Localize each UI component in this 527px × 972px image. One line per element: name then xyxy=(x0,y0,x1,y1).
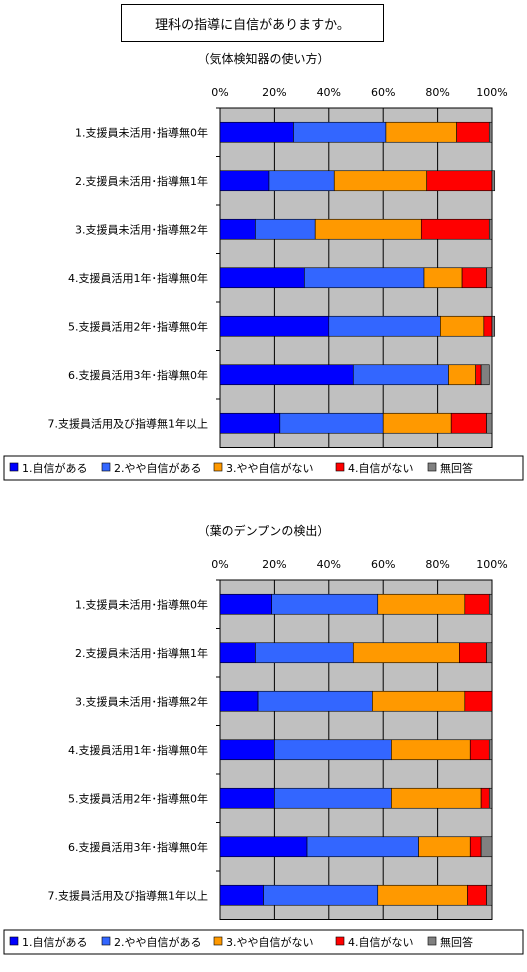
x-tick-label: 60% xyxy=(371,86,395,99)
legend-label: 3.やや自信がない xyxy=(226,935,314,949)
legend-label: 1.自信がある xyxy=(22,461,88,475)
legend-swatch xyxy=(213,936,223,946)
x-tick-label: 0% xyxy=(211,86,228,99)
category-label: 3.支援員未活用･指導無2年 xyxy=(75,694,208,708)
bar-segment xyxy=(219,593,272,615)
category-label: 5.支援員活用2年･指導無0年 xyxy=(68,791,208,805)
legend-swatch xyxy=(9,462,19,472)
x-tick-label: 40% xyxy=(317,86,341,99)
category-label: 1.支援員未活用･指導無0年 xyxy=(75,125,208,139)
page-title: 理科の指導に自信がありますか。 xyxy=(121,4,384,42)
bar-segment xyxy=(255,642,354,664)
chart-gas-detector: 0% 20% 40% 60% 80% 100% 1.支援員未活用･指導無0年 2.支援員未活用… xyxy=(3,86,524,481)
bar-segment xyxy=(467,884,487,906)
legend-label: 3.やや自信がない xyxy=(226,461,314,475)
bar-segment xyxy=(274,739,392,761)
bar-segment xyxy=(486,267,493,289)
x-tick-label: 60% xyxy=(371,558,395,571)
legend-label: 2.やや自信がある xyxy=(114,935,202,949)
bar-segment xyxy=(480,787,490,809)
bar-segment xyxy=(486,642,493,664)
bar-segment xyxy=(488,739,493,761)
bar-segment xyxy=(488,218,493,240)
legend-label: 無回答 xyxy=(440,461,473,475)
legend-swatch xyxy=(9,936,19,946)
legend-label: 4.自信がない xyxy=(348,935,414,949)
bar-segment xyxy=(464,593,490,615)
legend-frame xyxy=(3,929,524,955)
bar-segment xyxy=(469,836,482,858)
x-tick-label: 100% xyxy=(476,86,507,99)
legend-swatch xyxy=(213,462,223,472)
x-tick-label: 0% xyxy=(211,558,228,571)
bar-segment xyxy=(219,836,308,858)
legend-label: 4.自信がない xyxy=(348,461,414,475)
bar-segment xyxy=(377,884,468,906)
x-tick-label: 100% xyxy=(476,558,507,571)
category-label: 3.支援員未活用･指導無2年 xyxy=(75,222,208,236)
bar-segment xyxy=(491,170,496,192)
category-label: 4.支援員活用1年･指導無0年 xyxy=(68,743,208,757)
bar-segment xyxy=(391,739,471,761)
bar-segment xyxy=(219,787,275,809)
bar-segment xyxy=(418,836,471,858)
legend: 1.自信がある 2.やや自信がある 3.やや自信がない 4.自信がない 無回答 xyxy=(3,929,524,955)
category-label: 4.支援員活用1年･指導無0年 xyxy=(68,271,208,285)
bar-segment xyxy=(219,884,264,906)
category-label: 2.支援員未活用･指導無1年 xyxy=(75,174,208,188)
bar-segment xyxy=(488,787,493,809)
legend: 1.自信がある 2.やや自信がある 3.やや自信がない 4.自信がない 無回答 xyxy=(3,455,524,481)
category-label: 6.支援員活用3年･指導無0年 xyxy=(68,368,208,382)
bar-segment xyxy=(219,739,275,761)
bar-segment xyxy=(486,884,493,906)
bar-segment xyxy=(469,739,490,761)
legend-frame xyxy=(3,455,524,481)
bar-segment xyxy=(263,884,379,906)
x-tick-label: 20% xyxy=(262,86,286,99)
legend-label: 1.自信がある xyxy=(22,935,88,949)
bar-segment xyxy=(480,364,490,386)
bar-segment xyxy=(464,690,493,712)
legend-swatch xyxy=(101,462,111,472)
bar-segment xyxy=(377,593,466,615)
category-label: 1.支援員未活用･指導無0年 xyxy=(75,597,208,611)
bar-segment xyxy=(372,690,466,712)
bar-segment xyxy=(391,787,482,809)
bar-segment xyxy=(488,121,493,143)
legend-swatch xyxy=(101,936,111,946)
category-label: 6.支援員活用3年･指導無0年 xyxy=(68,840,208,854)
legend-label: 無回答 xyxy=(440,935,473,949)
legend-swatch xyxy=(427,462,437,472)
bar-segment xyxy=(488,593,493,615)
bar-segment xyxy=(271,593,379,615)
bar-segment xyxy=(257,690,373,712)
bar-segment xyxy=(480,836,493,858)
bar-segment xyxy=(306,836,419,858)
chart-1-subtitle: （気体検知器の使い方） xyxy=(197,52,330,66)
x-tick-label: 20% xyxy=(262,558,286,571)
bar-segment xyxy=(352,642,460,664)
bar-segment xyxy=(219,642,256,664)
bar-segment xyxy=(219,690,259,712)
bar-segment xyxy=(491,315,496,337)
legend-label: 2.やや自信がある xyxy=(114,461,202,475)
legend-swatch xyxy=(335,936,345,946)
x-tick-label: 80% xyxy=(425,558,449,571)
legend-swatch xyxy=(335,462,345,472)
x-tick-label: 80% xyxy=(425,86,449,99)
x-tick-label: 40% xyxy=(317,558,341,571)
bar-segment xyxy=(459,642,487,664)
category-label: 7.支援員活用及び指導無1年以上 xyxy=(48,416,209,430)
category-label: 5.支援員活用2年･指導無0年 xyxy=(68,319,208,333)
category-label: 2.支援員未活用･指導無1年 xyxy=(75,646,208,660)
bar-segment xyxy=(486,412,493,434)
bar-segment xyxy=(274,787,392,809)
chart-2-subtitle: （葉のデンプンの検出） xyxy=(197,524,330,538)
category-label: 7.支援員活用及び指導無1年以上 xyxy=(48,888,209,902)
legend-swatch xyxy=(427,936,437,946)
